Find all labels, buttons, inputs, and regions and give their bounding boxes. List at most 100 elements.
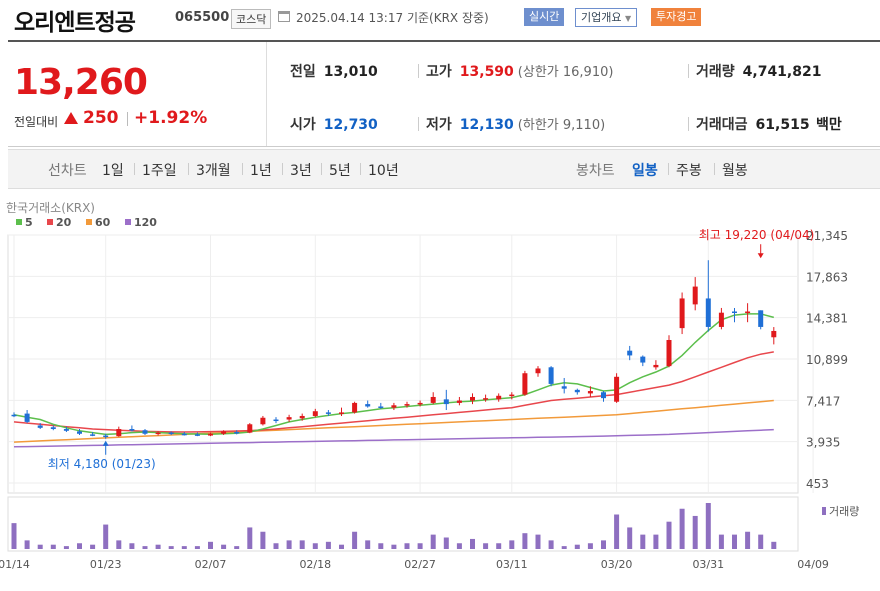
ma-legend-swatch-120 — [125, 219, 131, 225]
datetime: 2025.04.14 13:17 기준(KRX 장중) — [296, 9, 489, 26]
period-5y[interactable]: 5년 — [329, 163, 351, 179]
x-tick-label: 01/23 — [90, 558, 122, 571]
volume-bar — [142, 546, 148, 549]
divider — [668, 163, 669, 175]
divider — [321, 163, 322, 175]
volume-bar — [234, 546, 240, 549]
period-1w[interactable]: 1주일 — [142, 163, 177, 179]
candle-down — [548, 367, 554, 384]
company-overview-label: 기업개요 — [581, 11, 622, 24]
divider — [242, 163, 243, 175]
candle-up — [522, 373, 528, 395]
high-value: 13,590 — [459, 64, 514, 80]
candle-up — [260, 417, 266, 425]
divider — [418, 64, 419, 78]
candle-up — [391, 405, 397, 408]
volume-bar — [103, 524, 109, 549]
candle-down — [37, 425, 43, 428]
volume-bar — [168, 546, 174, 549]
realtime-button[interactable]: 실시간 — [524, 8, 565, 26]
volume-bar — [666, 521, 672, 549]
candle-down — [705, 298, 711, 327]
y-tick-label: 453 — [806, 477, 829, 491]
candle-down — [732, 311, 737, 314]
line-chart-label: 선차트 — [48, 163, 87, 179]
candle-up — [692, 286, 698, 305]
grid — [8, 234, 814, 493]
stock-chart: 한국거래소(KRX) 5 20 60 120 21,345 17,863 14,381 10… — [0, 201, 859, 571]
candle-down — [378, 406, 384, 408]
volume-bar — [155, 544, 161, 549]
volume-bar — [456, 543, 462, 549]
calendar-icon — [278, 11, 290, 22]
x-tick-label: 01/14 — [0, 558, 30, 571]
period-3m[interactable]: 3개월 — [196, 163, 231, 179]
candle-chart-label: 봉차트 — [576, 163, 615, 179]
volume-bar — [417, 543, 423, 549]
candle-up — [456, 400, 462, 403]
volume-bar — [771, 541, 777, 549]
y-tick-label: 17,863 — [806, 270, 848, 284]
period-1y[interactable]: 1년 — [250, 163, 272, 179]
max-arrow-head — [757, 253, 764, 259]
investment-warning-badge: 투자경고 — [651, 8, 702, 26]
candle-up — [404, 404, 410, 406]
ma5-line — [13, 313, 774, 436]
candle-down — [758, 310, 764, 327]
change-label: 전일대비 — [14, 115, 59, 129]
volume-bar — [50, 544, 56, 549]
chevron-down-icon: ▼ — [624, 14, 632, 23]
volume-bar — [758, 534, 764, 549]
candle-down — [325, 412, 331, 414]
candle-up — [679, 298, 685, 329]
candle-up — [299, 415, 305, 419]
volume-bar — [352, 531, 358, 549]
candle-up — [221, 431, 227, 434]
x-tick-label: 02/18 — [299, 558, 331, 571]
ma-legend: 5 20 60 120 — [16, 216, 157, 229]
candle-down — [129, 429, 135, 431]
candle-weekly[interactable]: 주봉 — [676, 163, 702, 179]
annotations: 최고 19,220 (04/04) 최저 4,180 (01/23) — [48, 228, 815, 471]
volume-bar — [116, 540, 122, 549]
up-triangle-icon — [64, 112, 78, 124]
candle-down — [234, 431, 240, 434]
period-1d[interactable]: 1일 — [102, 163, 124, 179]
volume-bar — [601, 540, 606, 549]
ma20-line — [13, 351, 774, 433]
candle-down — [574, 389, 580, 393]
candle-down — [627, 350, 633, 356]
divider — [127, 112, 128, 126]
divider — [714, 163, 715, 175]
lower-limit: (하한가 9,110) — [517, 118, 606, 133]
candle-up — [771, 330, 777, 338]
volume-bar — [587, 543, 593, 549]
company-overview-button[interactable]: 기업개요 ▼ — [575, 8, 638, 27]
period-10y[interactable]: 10년 — [368, 163, 399, 179]
volume-bar — [221, 544, 227, 549]
volume-bar — [679, 508, 685, 549]
volume-bar — [391, 544, 397, 549]
ma60-line — [13, 399, 774, 443]
volume-bar — [653, 534, 659, 549]
candle-down — [273, 419, 279, 422]
volume-bar — [470, 538, 475, 549]
candle-monthly[interactable]: 월봉 — [722, 163, 748, 179]
volume-bar — [561, 546, 567, 549]
candle-down — [11, 414, 17, 417]
candle-up — [247, 424, 253, 433]
ma-legend-label: 5 — [25, 216, 33, 229]
period-3y[interactable]: 3년 — [290, 163, 312, 179]
volume-plot-frame — [7, 496, 799, 552]
min-annotation: 최저 4,180 (01/23) — [48, 457, 156, 471]
volume-value: 4,741,821 — [742, 64, 822, 80]
candle-down — [77, 431, 82, 434]
current-price: 13,260 — [14, 62, 148, 103]
candle-up — [116, 429, 122, 437]
divider — [134, 163, 135, 175]
candle-daily[interactable]: 일봉 — [632, 163, 658, 179]
open-price: 시가 12,730 — [290, 114, 378, 134]
candle-down — [50, 427, 56, 430]
candle-up — [509, 394, 515, 397]
high-label: 고가 — [426, 64, 452, 80]
